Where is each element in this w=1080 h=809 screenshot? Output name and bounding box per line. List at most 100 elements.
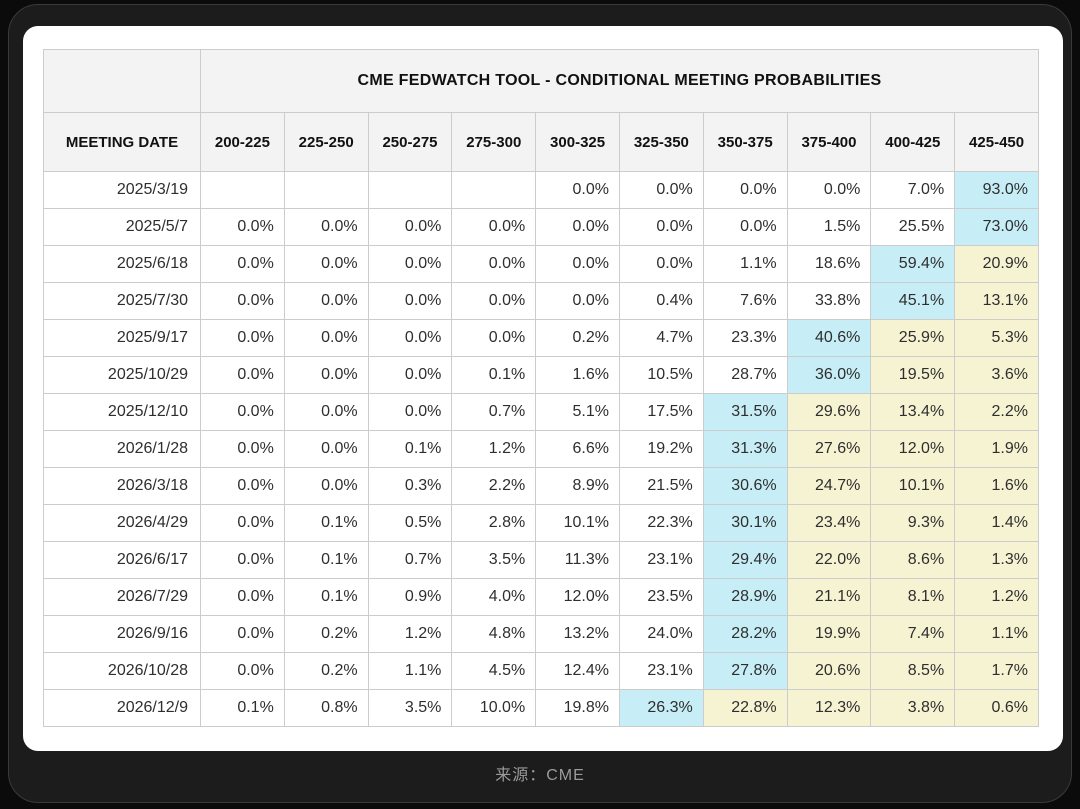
probability-cell: 0.0%: [200, 615, 285, 653]
probability-cell: 0.0%: [367, 245, 453, 283]
meeting-date-cell: 2025/5/7: [43, 208, 201, 246]
probability-cell: 0.0%: [283, 430, 369, 468]
probability-cell: 0.7%: [451, 393, 537, 431]
probability-cell: 31.3%: [702, 430, 788, 468]
probability-cell: 25.9%: [870, 319, 956, 357]
rate-range-header: 275-300: [451, 112, 537, 172]
probability-cell: 0.0%: [200, 245, 285, 283]
meeting-date-header: MEETING DATE: [43, 112, 201, 172]
probability-cell: 6.6%: [535, 430, 620, 468]
probability-cell: 10.1%: [535, 504, 620, 542]
probability-cell: 4.8%: [451, 615, 537, 653]
probability-cell: 13.1%: [954, 282, 1039, 320]
probability-cell: 20.9%: [954, 245, 1039, 283]
probability-cell: 27.8%: [702, 652, 788, 690]
probability-cell: 27.6%: [786, 430, 872, 468]
probability-cell: 0.8%: [283, 689, 369, 727]
table-row: 2025/12/10 0.0% 0.0% 0.0% 0.7% 5.1% 17.5% 31.5%…: [43, 393, 1039, 431]
probability-cell: [283, 171, 369, 209]
meeting-date-cell: 2026/10/28: [43, 652, 201, 690]
probability-cell: 28.7%: [702, 356, 788, 394]
probability-cell: 26.3%: [618, 689, 704, 727]
table-row: 2026/12/9 0.1% 0.8% 3.5% 10.0% 19.8% 26.3% 22.8…: [43, 689, 1039, 727]
probability-cell: 0.0%: [451, 208, 537, 246]
probability-cell: 5.1%: [535, 393, 620, 431]
probability-cell: 36.0%: [786, 356, 872, 394]
table-row: 2026/1/28 0.0% 0.0% 0.1% 1.2% 6.6% 19.2% 31.3% 2…: [43, 430, 1039, 468]
probability-cell: 0.0%: [367, 208, 453, 246]
probability-cell: 0.0%: [618, 171, 704, 209]
probability-cell: 19.9%: [786, 615, 872, 653]
probability-cell: 0.0%: [367, 393, 453, 431]
probability-cell: 10.5%: [618, 356, 704, 394]
probability-cell: 0.1%: [283, 504, 369, 542]
probability-cell: 3.5%: [367, 689, 453, 727]
probability-cell: 13.4%: [870, 393, 956, 431]
probability-cell: 19.5%: [870, 356, 956, 394]
probability-cell: 0.0%: [367, 319, 453, 357]
probability-cell: 30.6%: [702, 467, 788, 505]
probability-cell: 3.5%: [451, 541, 537, 579]
probability-cell: 1.2%: [367, 615, 453, 653]
probability-cell: 4.5%: [451, 652, 537, 690]
probability-cell: 22.8%: [702, 689, 788, 727]
probability-cell: 0.2%: [283, 615, 369, 653]
probability-cell: 1.1%: [954, 615, 1039, 653]
probability-cell: [367, 171, 453, 209]
probability-cell: 3.6%: [954, 356, 1039, 394]
probability-cell: 12.0%: [535, 578, 620, 616]
column-header-row: MEETING DATE 200-225 225-250 250-275 275-300…: [43, 112, 1039, 172]
probability-cell: 23.3%: [702, 319, 788, 357]
table-row: 2025/3/19 0.0% 0.0% 0.0% 0.0% 7.0% 93.0%: [43, 171, 1039, 209]
probability-cell: 1.1%: [702, 245, 788, 283]
table-row: 2026/7/29 0.0% 0.1% 0.9% 4.0% 12.0% 23.5% 28.9%…: [43, 578, 1039, 616]
table-row: 2025/7/30 0.0% 0.0% 0.0% 0.0% 0.0% 0.4% 7.6% 33.…: [43, 282, 1039, 320]
probability-cell: 8.6%: [870, 541, 956, 579]
probability-cell: 1.7%: [954, 652, 1039, 690]
table-row: 2025/6/18 0.0% 0.0% 0.0% 0.0% 0.0% 0.0% 1.1% 18.…: [43, 245, 1039, 283]
probability-cell: 0.0%: [200, 208, 285, 246]
probability-cell: 0.0%: [367, 356, 453, 394]
probability-cell: [451, 171, 537, 209]
probability-cell: 1.9%: [954, 430, 1039, 468]
probability-cell: 1.2%: [954, 578, 1039, 616]
probability-cell: 8.9%: [535, 467, 620, 505]
probability-cell: 10.0%: [451, 689, 537, 727]
probability-cell: 0.0%: [200, 319, 285, 357]
probability-cell: 0.0%: [618, 245, 704, 283]
probability-cell: 22.3%: [618, 504, 704, 542]
probability-cell: 19.2%: [618, 430, 704, 468]
probability-cell: 23.1%: [618, 541, 704, 579]
probability-cell: 0.2%: [535, 319, 620, 357]
table-row: 2025/10/29 0.0% 0.0% 0.0% 0.1% 1.6% 10.5% 28.7%…: [43, 356, 1039, 394]
probability-cell: 2.2%: [451, 467, 537, 505]
probability-cell: 0.1%: [283, 541, 369, 579]
probability-cell: 22.0%: [786, 541, 872, 579]
probability-cell: 31.5%: [702, 393, 788, 431]
probability-cell: 8.1%: [870, 578, 956, 616]
probability-cell: 0.0%: [283, 356, 369, 394]
probability-cell: 0.0%: [451, 245, 537, 283]
meeting-date-cell: 2025/6/18: [43, 245, 201, 283]
rate-range-header: 250-275: [367, 112, 453, 172]
source-caption: 来源：CME: [495, 767, 585, 784]
probability-cell: 25.5%: [870, 208, 956, 246]
corner-cell: [43, 49, 201, 113]
probability-cell: 1.2%: [451, 430, 537, 468]
probability-cell: 0.1%: [367, 430, 453, 468]
dark-frame: CME FEDWATCH TOOL - CONDITIONAL MEETING …: [8, 4, 1072, 803]
probability-cell: 2.8%: [451, 504, 537, 542]
meeting-date-cell: 2026/6/17: [43, 541, 201, 579]
probability-cell: 4.7%: [618, 319, 704, 357]
probability-cell: 29.6%: [786, 393, 872, 431]
probability-cell: 23.4%: [786, 504, 872, 542]
probability-cell: 0.0%: [283, 393, 369, 431]
meeting-date-cell: 2026/7/29: [43, 578, 201, 616]
rate-range-header: 325-350: [618, 112, 704, 172]
probability-cell: 12.4%: [535, 652, 620, 690]
table-title: CME FEDWATCH TOOL - CONDITIONAL MEETING …: [200, 49, 1039, 113]
probability-cell: 1.5%: [786, 208, 872, 246]
table-row: 2026/3/18 0.0% 0.0% 0.3% 2.2% 8.9% 21.5% 30.6% 2…: [43, 467, 1039, 505]
rate-range-header: 400-425: [870, 112, 956, 172]
probability-cell: 8.5%: [870, 652, 956, 690]
